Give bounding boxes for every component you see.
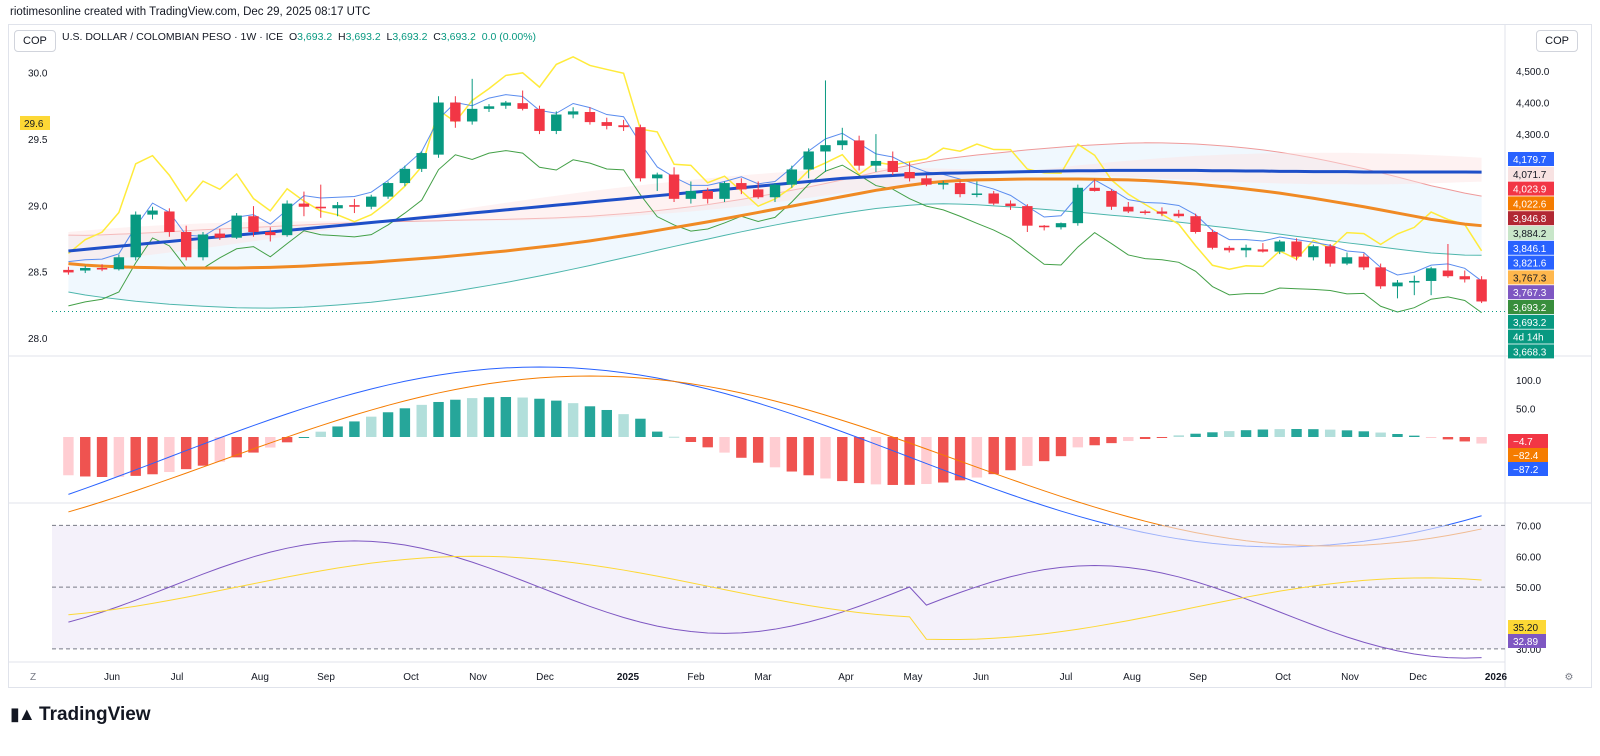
high-value: 3,693.2	[345, 31, 381, 43]
symbol-legend[interactable]: U.S. DOLLAR / COLOMBIAN PESO · 1W · ICE …	[62, 31, 536, 43]
currency-badge-left[interactable]: COP	[14, 30, 56, 52]
close-value: 3,693.2	[440, 31, 476, 43]
high-label: H	[338, 31, 346, 43]
symbol-name: U.S. DOLLAR / COLOMBIAN PESO · 1W · ICE	[62, 31, 284, 43]
open-label: O	[288, 31, 298, 43]
chart-caption: riotimesonline created with TradingView.…	[10, 6, 371, 18]
close-label: C	[433, 31, 441, 43]
timezone-button[interactable]: Z	[29, 672, 37, 683]
open-value: 3,693.2	[297, 31, 333, 43]
low-label: L	[386, 31, 393, 43]
chart-frame	[8, 24, 1592, 688]
low-value: 3,693.2	[392, 31, 428, 43]
tradingview-logo: ▮▲ TradingView	[10, 704, 151, 726]
currency-badge-right[interactable]: COP	[1536, 30, 1578, 52]
change-value: 0.0 (0.00%)	[481, 31, 537, 43]
tv-mark-icon: ▮▲	[10, 704, 36, 724]
settings-gear-icon[interactable]: ⚙	[1564, 672, 1574, 683]
brand-name: TradingView	[39, 704, 151, 725]
